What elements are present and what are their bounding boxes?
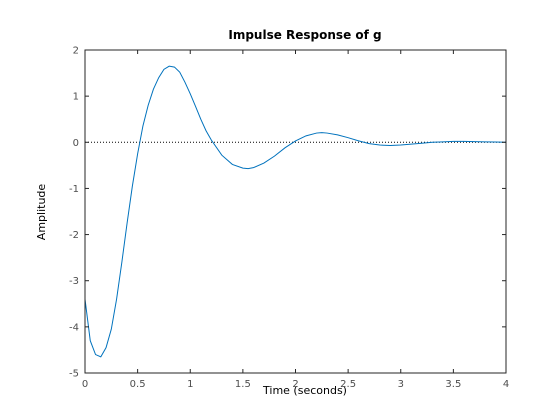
x-tick-label: 2.5	[340, 379, 356, 390]
x-tick-label: 4	[503, 379, 509, 390]
x-tick-label: 1	[187, 379, 193, 390]
y-tick-label: -3	[69, 276, 79, 287]
y-tick-label: 1	[73, 92, 79, 103]
x-tick-label: 0.5	[130, 379, 146, 390]
x-tick-label: 2	[292, 379, 298, 390]
response-series-line	[84, 65, 507, 358]
x-tick-label: 0	[82, 379, 88, 390]
x-tick-label: 1.5	[235, 379, 251, 390]
y-tick-label: -1	[69, 184, 79, 195]
plot-frame	[84, 49, 507, 374]
y-tick-label: -2	[69, 230, 79, 241]
y-axis-label: Amplitude	[35, 184, 48, 241]
chart-title: Impulse Response of g	[228, 28, 381, 42]
y-tick-label: 2	[73, 46, 79, 57]
y-tick-label: -4	[69, 322, 79, 333]
x-tick-label: 3	[398, 379, 404, 390]
x-axis-label: Time (seconds)	[262, 384, 347, 397]
y-tick-label: 0	[73, 138, 79, 149]
axis-ticks: 0 0.5 1 1.5 2 2.5 3 3.5 4 -5 -4 -3 -2 -1 0 1 2	[69, 46, 509, 391]
y-tick-label: -5	[69, 369, 79, 380]
x-tick-label: 3.5	[445, 379, 461, 390]
